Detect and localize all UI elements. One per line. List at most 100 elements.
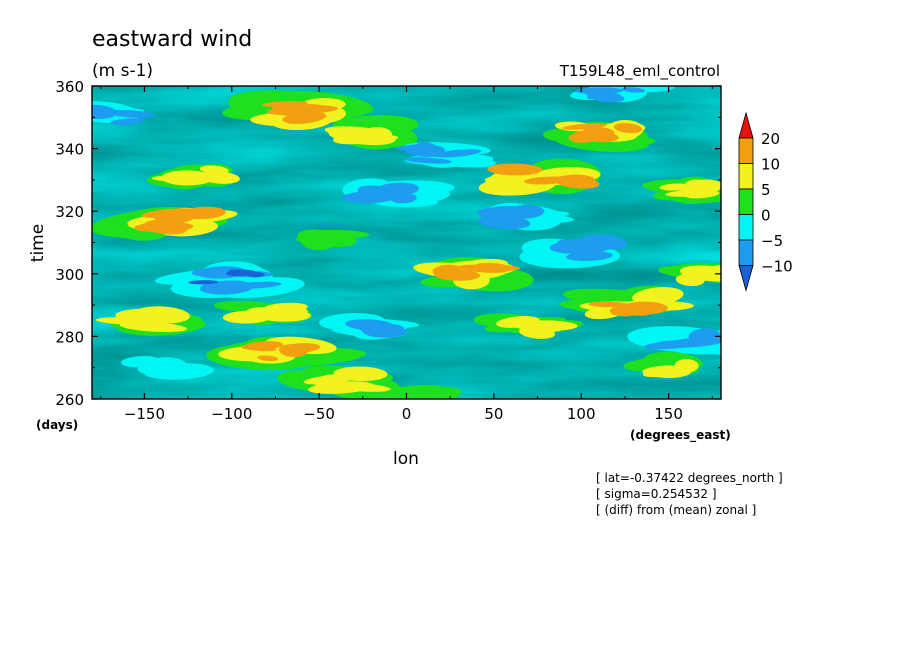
contour-patch	[588, 301, 630, 308]
wind-blob	[473, 313, 583, 339]
contour-patch	[632, 287, 684, 306]
colorbar-label: 20	[761, 130, 780, 148]
wind-blob	[213, 300, 313, 326]
colorbar-extend-max	[738, 111, 754, 139]
wind-blob	[642, 176, 721, 205]
contour-patch	[188, 280, 219, 285]
wind-blob	[623, 351, 703, 379]
wind-blob	[341, 178, 455, 208]
wind-blob	[92, 101, 155, 126]
contour-patch	[582, 127, 615, 138]
colorbar-segment	[738, 188, 754, 215]
contour-patch	[199, 165, 229, 174]
wind-blob	[627, 326, 721, 356]
contour-patch	[688, 328, 721, 344]
contour-patch	[143, 362, 214, 380]
x-tick-label: −150	[124, 405, 165, 423]
contour-patch	[161, 170, 214, 186]
contour-patch	[434, 269, 481, 281]
contour-patch	[613, 123, 643, 134]
wind-blob	[324, 115, 419, 150]
contour-patch	[134, 306, 190, 324]
wind-blob	[380, 384, 462, 399]
contour-patch	[487, 205, 532, 217]
colorbar-label: 0	[761, 207, 771, 225]
contour-patch	[433, 149, 482, 158]
x-tick-label: 100	[567, 405, 596, 423]
wind-blob	[559, 285, 694, 320]
contour-patch	[496, 316, 540, 328]
colorbar-segment	[738, 163, 754, 190]
contour-patch	[258, 306, 308, 321]
contour-patch	[382, 384, 444, 398]
contour-patch	[674, 359, 699, 373]
contour-patch	[478, 215, 531, 230]
chart-units: (m s-1)	[92, 61, 153, 81]
wind-blob	[519, 234, 628, 269]
wind-blob	[478, 158, 602, 196]
contour-patch	[621, 87, 646, 93]
wind-blob	[222, 90, 374, 131]
contour-patch	[459, 264, 508, 273]
x-axis: −150 −100 −50 0 50 100 150	[100, 86, 713, 423]
contour-patch	[279, 344, 308, 358]
x-tick-label: −100	[211, 405, 252, 423]
contour-patch	[306, 229, 370, 239]
wind-blob	[569, 86, 675, 103]
colorbar: 20 10 5 0 −5 −10	[738, 111, 793, 292]
x-axis-units: (degrees_east)	[630, 428, 731, 443]
y-tick-label: 300	[55, 266, 84, 284]
colorbar-segment	[738, 239, 754, 266]
contour-patch	[345, 319, 395, 331]
y-tick-label: 260	[55, 391, 84, 409]
contour-patch	[403, 157, 452, 164]
contour-patch	[675, 273, 705, 287]
wind-blob	[295, 229, 370, 250]
colorbar-label: −10	[761, 258, 793, 276]
contour-patch	[257, 355, 279, 362]
annotation-diff: [ (diff) from (mean) zonal ]	[596, 503, 756, 517]
colorbar-label: 10	[761, 156, 780, 174]
y-tick-label: 360	[55, 78, 84, 96]
contour-patch	[553, 175, 600, 189]
wind-field	[92, 86, 721, 399]
y-axis-units: (days)	[36, 418, 78, 432]
contour-patch	[108, 110, 155, 118]
wind-blob	[319, 313, 420, 340]
contour-patch	[333, 383, 392, 392]
contour-patch	[240, 344, 277, 352]
y-tick-label: 320	[55, 203, 84, 221]
wind-blob	[396, 142, 497, 168]
contour-patch	[487, 163, 542, 176]
contour-patch	[357, 185, 394, 198]
contour-patch	[390, 193, 417, 204]
colorbar-segment	[738, 214, 754, 241]
contour-patch	[518, 326, 556, 339]
colorbar-label: 5	[761, 181, 771, 199]
contour-patch	[92, 104, 116, 118]
wind-blob	[92, 206, 238, 241]
x-axis-label: lon	[393, 449, 419, 469]
contour-patch	[581, 234, 628, 250]
wind-blob	[206, 336, 366, 370]
y-axis: 260 280 300 320 340 360	[55, 78, 721, 409]
annotation-sigma: [ sigma=0.254532 ]	[596, 487, 717, 501]
x-tick-label: 0	[402, 405, 412, 423]
wind-blob	[95, 306, 206, 336]
contour-patch	[271, 103, 303, 116]
contour-patch	[680, 179, 721, 195]
wind-blob	[120, 356, 214, 380]
y-tick-label: 340	[55, 141, 84, 159]
contour-patch	[120, 356, 162, 368]
colorbar-extend-min	[738, 265, 754, 292]
contour-patch	[642, 368, 684, 378]
y-tick-label: 280	[55, 328, 84, 346]
wind-blob	[658, 262, 721, 287]
wind-blob	[413, 257, 534, 292]
wind-blob	[146, 163, 240, 190]
run-label: T159L48_eml_control	[559, 62, 720, 81]
contour-patch	[141, 208, 196, 218]
wind-blob	[542, 120, 656, 152]
contour-patch	[282, 111, 327, 124]
